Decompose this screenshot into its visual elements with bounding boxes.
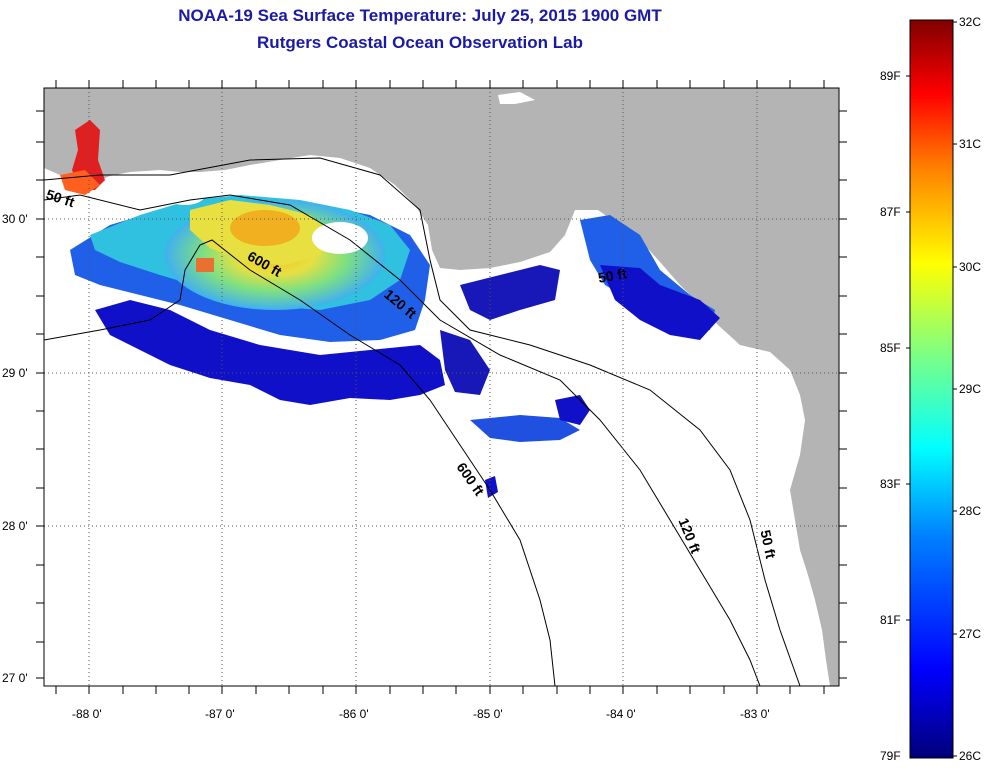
lon-label-86: -86 0' (339, 707, 369, 721)
map-grid (44, 88, 839, 686)
lat-label-27: 27 0' (2, 671, 28, 685)
colorbar-c-30: 30C (959, 260, 981, 274)
colorbar-ticks (906, 21, 957, 757)
depth-contours (44, 157, 801, 686)
lat-label-30: 30 0' (2, 212, 28, 226)
map-frame (43, 87, 840, 687)
lon-label-85: -85 0' (473, 707, 503, 721)
colorbar-c-29: 29C (959, 382, 981, 396)
colorbar-f-81: 81F (880, 613, 901, 627)
map-title: NOAA-19 Sea Surface Temperature: July 25… (178, 6, 662, 25)
lon-label-84: -84 0' (606, 707, 636, 721)
colorbar-f-89: 89F (880, 69, 901, 83)
sst-field (60, 120, 720, 498)
colorbar (909, 19, 954, 759)
contour-label-50ft-south: 50 ft (757, 528, 779, 560)
lat-label-29: 29 0' (2, 366, 28, 380)
axis-ticks (36, 80, 847, 694)
colorbar-c-32: 32C (959, 15, 981, 29)
colorbar-c-27: 27C (959, 627, 981, 641)
lat-label-28: 28 0' (2, 519, 28, 533)
lon-label-88: -88 0' (72, 707, 102, 721)
map-subtitle: Rutgers Coastal Ocean Observation Lab (257, 33, 583, 52)
lake (498, 92, 535, 104)
colorbar-c-31: 31C (959, 137, 981, 151)
colorbar-f-83: 83F (880, 477, 901, 491)
colorbar-f-87: 87F (880, 205, 901, 219)
colorbar-c-26: 26C (959, 749, 981, 763)
lon-label-87: -87 0' (205, 707, 235, 721)
colorbar-c-28: 28C (959, 504, 981, 518)
contour-label-50ft-east: 50 ft (597, 265, 628, 286)
lon-label-83: -83 0' (740, 707, 770, 721)
colorbar-f-85: 85F (880, 341, 901, 355)
colorbar-f-79: 79F (880, 749, 901, 763)
